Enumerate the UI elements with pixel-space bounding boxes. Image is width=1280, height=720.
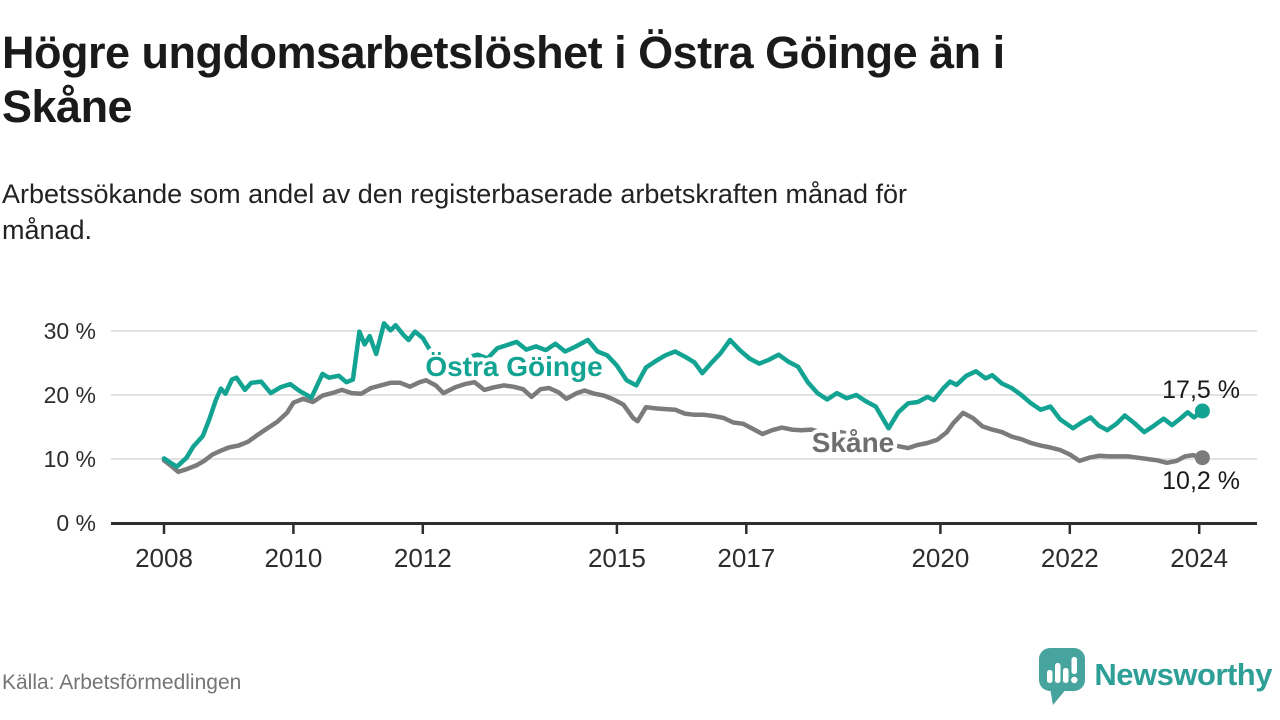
series-label-sk-ne: Skåne [812, 427, 895, 458]
x-tick-label-2012: 2012 [394, 543, 452, 573]
page-title-line1: Högre ungdomsarbetslöshet i Östra Göinge… [2, 27, 1005, 78]
series-line-sk-ne [161, 378, 1205, 475]
series-lines [161, 321, 1210, 475]
gridlines: 0 % 10 % 20 % 30 % [44, 318, 1257, 536]
x-tick-label-2008: 2008 [135, 543, 193, 573]
chart-subtitle: Arbetssökande som andel av den registerb… [2, 176, 1202, 248]
series-end-dot-sk-ne [1194, 450, 1210, 466]
x-tick-label-2010: 2010 [264, 543, 322, 573]
brand-block: Newsworthy [1038, 646, 1272, 708]
x-tick-label-2015: 2015 [588, 543, 646, 573]
y-tick-label-20: 20 % [44, 382, 96, 408]
series-end-dot-stra-g-inge [1194, 403, 1210, 419]
newsworthy-logo-icon [1039, 648, 1086, 705]
series-label-stra-g-inge: Östra Göinge [425, 351, 602, 382]
page-title: Högre ungdomsarbetslöshet i Östra Göinge… [2, 26, 1202, 134]
end-value-label-sk-ne: 10,2 % [1162, 467, 1240, 495]
y-tick-label-10: 10 % [44, 446, 96, 472]
x-axis: 2008 2010 2012 2015 2017 2020 2022 2024 [135, 525, 1228, 573]
x-tick-label-2024: 2024 [1170, 543, 1228, 573]
x-tick-label-2020: 2020 [911, 543, 969, 573]
chart-subtitle-line2: månad. [2, 215, 93, 245]
end-value-label-stra-g-inge: 17,5 % [1162, 376, 1240, 404]
y-tick-label-0: 0 % [56, 510, 96, 536]
source-note: Källa: Arbetsförmedlingen [2, 671, 242, 694]
series-annotations: Skåne 10,2 % Östra Göinge 17,5 % [421, 347, 1240, 495]
chart-subtitle-line1: Arbetssökande som andel av den registerb… [2, 179, 908, 209]
y-tick-label-30: 30 % [44, 318, 96, 344]
x-tick-label-2022: 2022 [1041, 543, 1099, 573]
x-tick-label-2017: 2017 [717, 543, 775, 573]
series-line-stra-g-inge [161, 321, 1205, 469]
brand-wordmark: Newsworthy [1094, 657, 1272, 692]
page-title-line2: Skåne [2, 81, 133, 132]
